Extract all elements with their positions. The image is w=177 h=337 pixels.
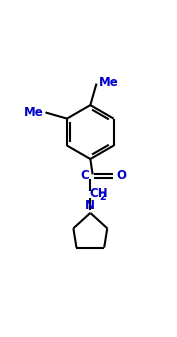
Text: Me: Me [24, 106, 44, 119]
Text: N: N [85, 199, 95, 212]
Text: C: C [80, 170, 89, 182]
Text: Me: Me [99, 76, 119, 89]
Text: 2: 2 [100, 192, 106, 202]
Text: O: O [116, 170, 127, 182]
Text: CH: CH [90, 187, 108, 200]
